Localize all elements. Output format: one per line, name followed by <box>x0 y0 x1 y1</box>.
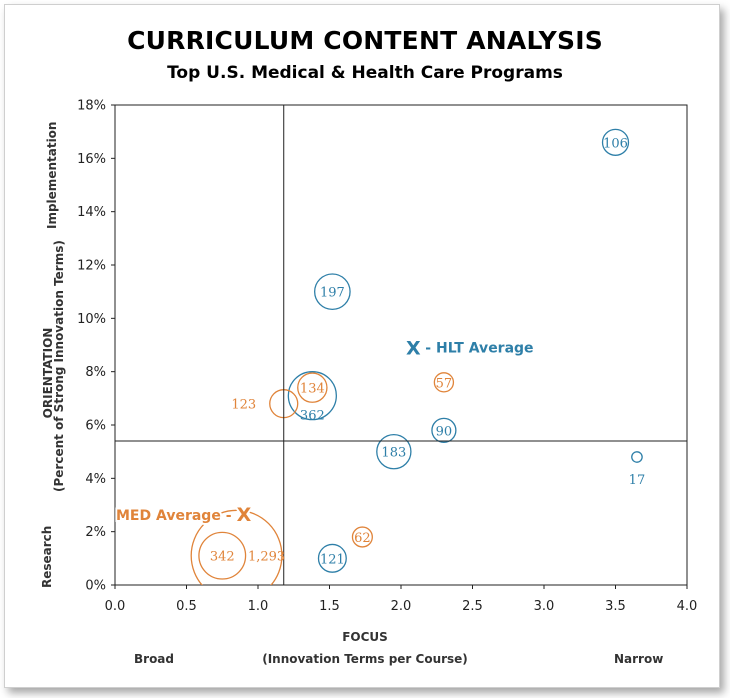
hlt-average-marker: X <box>406 337 421 359</box>
bubble-label: 362 <box>300 409 325 424</box>
bubble-label: 197 <box>320 286 345 301</box>
med-average-marker: X <box>237 504 252 526</box>
x-tick-label: 3.0 <box>534 599 555 614</box>
bubble-hlt <box>314 273 351 311</box>
bubble-med <box>190 509 283 585</box>
bubble-hlt <box>287 371 337 421</box>
bubble-label: 106 <box>603 136 628 151</box>
y-tick-label: 10% <box>77 312 106 327</box>
x-tick-label: 0.5 <box>176 599 197 614</box>
bubble-label: 121 <box>320 552 345 567</box>
bubble-label: 1,293 <box>248 550 285 565</box>
x-tick-label: 2.5 <box>462 599 483 614</box>
hlt-average-label: - HLT Average <box>425 340 533 356</box>
y-axis-end-top: Implementation <box>45 121 59 229</box>
bubble-label: 123 <box>231 398 256 413</box>
bubble-hlt <box>431 417 457 443</box>
bubble-hlt <box>317 543 347 573</box>
bubble-label: 90 <box>436 424 453 439</box>
x-tick-label: 1.5 <box>319 599 340 614</box>
y-tick-label: 8% <box>85 365 106 380</box>
y-tick-label: 12% <box>77 259 106 274</box>
y-tick-label: 2% <box>85 525 106 540</box>
x-axis-sublabel: (Innovation Terms per Course) <box>262 652 468 666</box>
bubble-group <box>190 128 643 585</box>
bubble-hlt <box>376 433 412 470</box>
bubble-label: 342 <box>210 550 235 565</box>
x-tick-label: 0.0 <box>105 599 126 614</box>
med-average-label: MED Average - <box>116 508 232 524</box>
x-tick-label: 3.5 <box>605 599 626 614</box>
bubble-med <box>198 531 247 580</box>
y-axis-sublabel: (Percent of Strong Innovation Terms) <box>52 240 66 492</box>
y-tick-label: 16% <box>77 152 106 167</box>
bubble-label: 57 <box>436 376 453 391</box>
bubble-label: 62 <box>354 531 371 546</box>
chart-subtitle: Top U.S. Medical & Health Care Programs <box>167 63 563 83</box>
bubble-label: 17 <box>629 473 646 488</box>
bubble-med <box>433 372 455 393</box>
y-tick-label: 18% <box>77 99 106 114</box>
bubble-med <box>351 526 373 548</box>
x-tick-label: 1.0 <box>248 599 269 614</box>
bubble-hlt <box>601 128 630 156</box>
chart-title: CURRICULUM CONTENT ANALYSIS <box>127 26 603 55</box>
y-tick-label: 14% <box>77 205 106 220</box>
chart-frame <box>4 4 720 688</box>
y-axis-end-bottom: Research <box>40 525 54 588</box>
x-axis-end-left: Broad <box>134 652 174 666</box>
x-tick-label: 2.0 <box>391 599 412 614</box>
bubble-hlt <box>631 451 643 463</box>
bubble-label: 134 <box>300 382 325 397</box>
y-tick-label: 6% <box>85 419 106 434</box>
x-axis-end-right: Narrow <box>614 652 664 666</box>
x-tick-label: 4.0 <box>677 599 698 614</box>
y-tick-label: 4% <box>85 472 106 487</box>
bubble-med <box>297 372 328 403</box>
bubble-label: 183 <box>381 446 406 461</box>
x-axis-label: FOCUS <box>342 630 388 644</box>
y-tick-label: 0% <box>85 579 106 594</box>
